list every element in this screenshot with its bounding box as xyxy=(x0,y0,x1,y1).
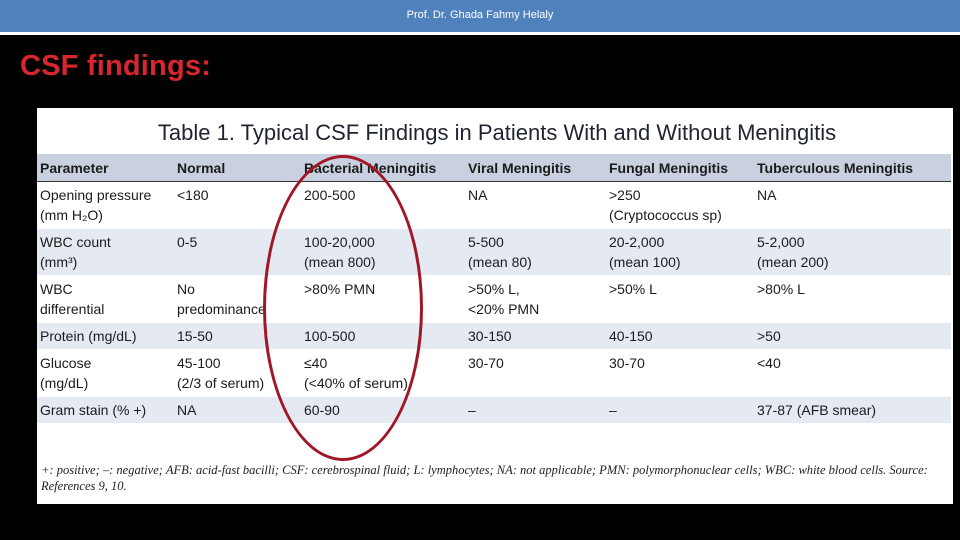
table-cell: 20-2,000 (mean 100) xyxy=(606,228,754,276)
table-footnote: +: positive; –: negative; AFB: acid-fast… xyxy=(41,463,928,493)
table-row: Opening pressure (mm H₂O) <180 200-500 NA… xyxy=(37,181,951,229)
table-row: Gram stain (% +) NA 60-90 – – 37-87 (AFB… xyxy=(37,396,951,424)
table-cell: NA xyxy=(465,181,606,229)
table-cell: No predominance xyxy=(174,275,301,323)
table-cell: 5-2,000 (mean 200) xyxy=(754,228,951,276)
table-cell: >80% L xyxy=(754,275,951,323)
table-cell: 30-150 xyxy=(465,322,606,350)
table-cell: 30-70 xyxy=(465,349,606,397)
table-cell: – xyxy=(606,396,754,424)
table-cell: Glucose (mg/dL) xyxy=(37,349,174,397)
slide-title: CSF findings: xyxy=(20,50,212,82)
table-cell: Opening pressure (mm H₂O) xyxy=(37,181,174,229)
table-cell: 0-5 xyxy=(174,228,301,276)
column-header: Normal xyxy=(174,154,301,182)
table-title: Table 1. Typical CSF Findings in Patient… xyxy=(157,120,837,145)
table-cell: – xyxy=(465,396,606,424)
header-bar: Prof. Dr. Ghada Fahmy Helaly xyxy=(0,0,960,32)
table-cell: >50 xyxy=(754,322,951,350)
table-cell: 100-20,000 (mean 800) xyxy=(301,228,465,276)
table-cell: 30-70 xyxy=(606,349,754,397)
column-header: Bacterial Meningitis xyxy=(301,154,465,182)
table-cell: NA xyxy=(174,396,301,424)
table-cell: 37-87 (AFB smear) xyxy=(754,396,951,424)
table-row: WBC differential No predominance >80% PMN … xyxy=(37,275,951,323)
table-image-panel: Table 1. Typical CSF Findings in Patient… xyxy=(37,108,953,504)
table-cell: >80% PMN xyxy=(301,275,465,323)
table-cell: 45-100 (2/3 of serum) xyxy=(174,349,301,397)
column-header: Parameter xyxy=(37,154,174,182)
table-cell: <180 xyxy=(174,181,301,229)
table-cell: Gram stain (% +) xyxy=(37,396,174,424)
table-cell: 100-500 xyxy=(301,322,465,350)
table-header-row: Parameter Normal Bacterial Meningitis Vi… xyxy=(37,154,951,182)
table-cell: 40-150 xyxy=(606,322,754,350)
column-header: Fungal Meningitis xyxy=(606,154,754,182)
table-cell: >50% L, <20% PMN xyxy=(465,275,606,323)
header-divider xyxy=(0,32,960,35)
table-cell: >250 (Cryptococcus sp) xyxy=(606,181,754,229)
table-row: WBC count (mm³) 0-5 100-20,000 (mean 800) … xyxy=(37,228,951,276)
column-header: Viral Meningitis xyxy=(465,154,606,182)
table-cell: WBC count (mm³) xyxy=(37,228,174,276)
table-cell: NA xyxy=(754,181,951,229)
table-cell: Protein (mg/dL) xyxy=(37,322,174,350)
table-cell: 200-500 xyxy=(301,181,465,229)
table-row: Glucose (mg/dL) 45-100 (2/3 of serum) ≤40(… xyxy=(37,349,951,397)
table-cell: ≤40 (<40% of serum) xyxy=(301,349,465,397)
author-label: Prof. Dr. Ghada Fahmy Helaly xyxy=(406,9,554,21)
csf-findings-table: Parameter Normal Bacterial Meningitis Vi… xyxy=(37,154,951,424)
table-cell: 60-90 xyxy=(301,396,465,424)
table-cell: 5-500 (mean 80) xyxy=(465,228,606,276)
table-cell: <40 xyxy=(754,349,951,397)
table-row: Protein (mg/dL) 15-50 100-500 30-150 40-… xyxy=(37,322,951,350)
table-cell: >50% L xyxy=(606,275,754,323)
table-cell: WBC differential xyxy=(37,275,174,323)
table-cell: 15-50 xyxy=(174,322,301,350)
column-header: Tuberculous Meningitis xyxy=(754,154,951,182)
